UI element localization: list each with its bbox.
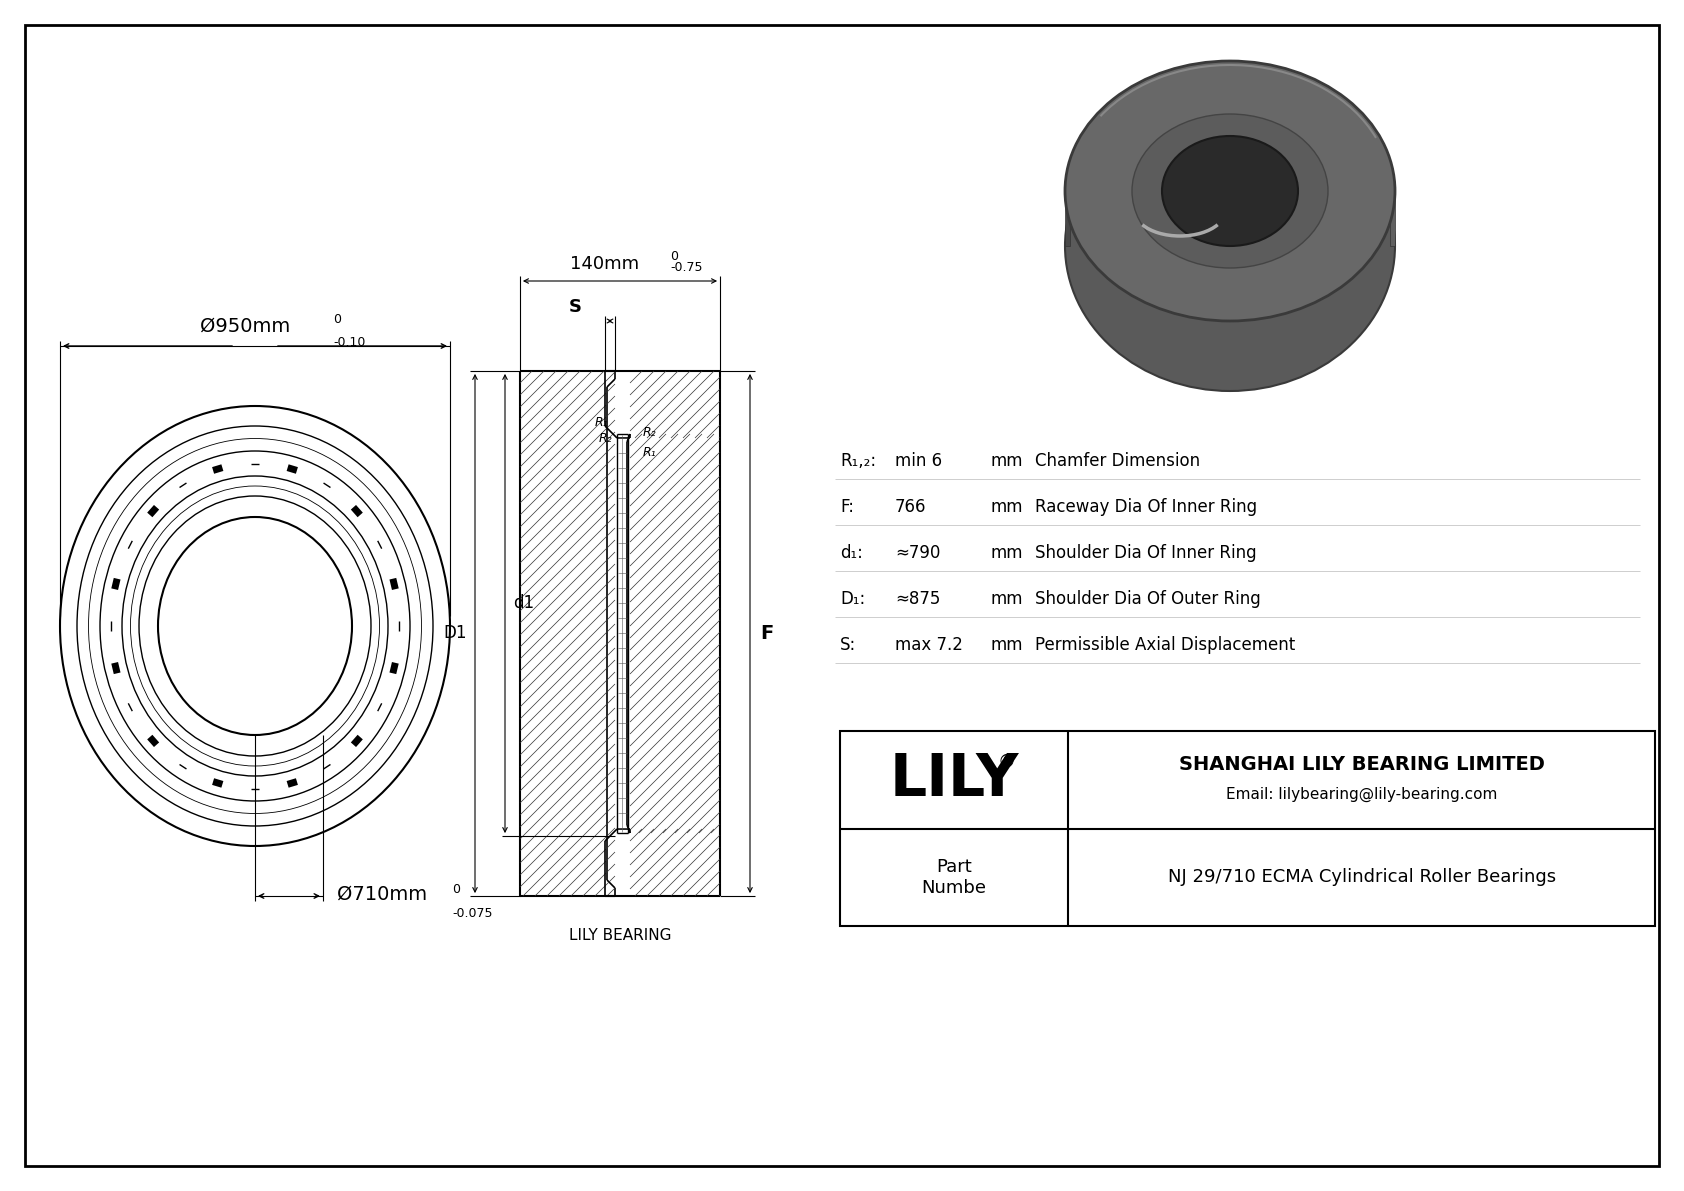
Text: Ø710mm: Ø710mm: [337, 885, 428, 904]
Text: S: S: [569, 298, 581, 316]
Text: Shoulder Dia Of Outer Ring: Shoulder Dia Of Outer Ring: [1036, 590, 1261, 607]
Text: Shoulder Dia Of Inner Ring: Shoulder Dia Of Inner Ring: [1036, 544, 1256, 562]
Text: mm: mm: [990, 453, 1022, 470]
Text: mm: mm: [990, 590, 1022, 607]
Text: F: F: [759, 624, 773, 643]
Text: Part
Numbe: Part Numbe: [921, 858, 987, 897]
Ellipse shape: [1162, 136, 1298, 247]
Text: Ø950mm: Ø950mm: [200, 317, 290, 336]
Text: -0.10: -0.10: [333, 336, 365, 349]
Text: ≈790: ≈790: [894, 544, 940, 562]
Ellipse shape: [1162, 191, 1298, 301]
Text: 140mm: 140mm: [571, 255, 640, 273]
Text: max 7.2: max 7.2: [894, 636, 963, 654]
Text: Permissible Axial Displacement: Permissible Axial Displacement: [1036, 636, 1295, 654]
Text: Chamfer Dimension: Chamfer Dimension: [1036, 453, 1201, 470]
Polygon shape: [1064, 191, 1069, 247]
Ellipse shape: [1132, 114, 1329, 268]
Text: R₁: R₁: [594, 416, 608, 429]
Text: LILY BEARING: LILY BEARING: [569, 929, 672, 943]
Text: R₁,₂:: R₁,₂:: [840, 453, 876, 470]
Text: 0: 0: [670, 250, 679, 263]
Text: D1: D1: [443, 624, 466, 642]
Text: 0: 0: [333, 313, 340, 326]
Text: d₁:: d₁:: [840, 544, 862, 562]
Text: -0.75: -0.75: [670, 261, 702, 274]
Text: R₂: R₂: [643, 426, 657, 439]
Bar: [840, 731, 1655, 925]
Text: ®: ®: [997, 753, 1015, 771]
Text: 766: 766: [894, 498, 926, 516]
Text: ≈875: ≈875: [894, 590, 940, 607]
Text: -0.075: -0.075: [451, 908, 492, 919]
Text: LILY: LILY: [889, 752, 1019, 809]
Text: 0: 0: [451, 883, 460, 896]
Text: F:: F:: [840, 498, 854, 516]
Text: mm: mm: [990, 636, 1022, 654]
Text: D₁:: D₁:: [840, 590, 866, 607]
Text: Email: lilybearing@lily-bearing.com: Email: lilybearing@lily-bearing.com: [1226, 787, 1497, 803]
Text: SHANGHAI LILY BEARING LIMITED: SHANGHAI LILY BEARING LIMITED: [1179, 755, 1544, 774]
Text: R₂: R₂: [600, 432, 613, 445]
Text: R₁: R₁: [643, 447, 657, 460]
Text: S:: S:: [840, 636, 855, 654]
Text: mm: mm: [990, 544, 1022, 562]
Ellipse shape: [1064, 61, 1394, 322]
Ellipse shape: [1064, 101, 1394, 391]
Text: min 6: min 6: [894, 453, 941, 470]
Text: Raceway Dia Of Inner Ring: Raceway Dia Of Inner Ring: [1036, 498, 1258, 516]
Polygon shape: [1389, 191, 1394, 247]
Text: d1: d1: [514, 594, 534, 612]
Text: NJ 29/710 ECMA Cylindrical Roller Bearings: NJ 29/710 ECMA Cylindrical Roller Bearin…: [1167, 868, 1556, 886]
Text: mm: mm: [990, 498, 1022, 516]
